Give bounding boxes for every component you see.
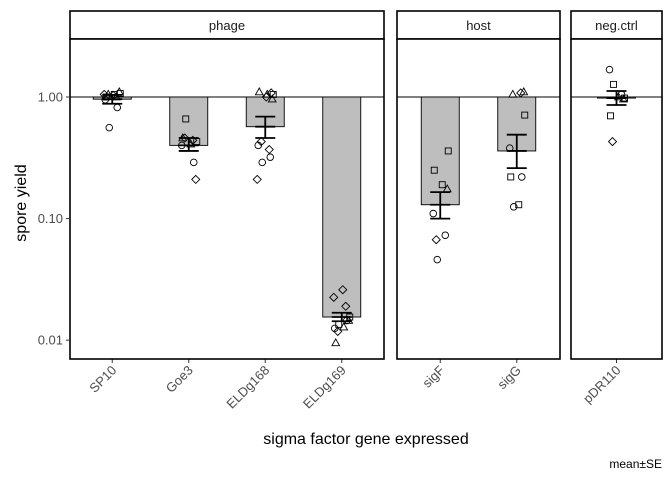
data-point-circle [605,65,614,74]
data-point-diamond [338,285,348,295]
data-point-diamond [188,135,198,145]
x-tick-label: ELDg168 [223,363,272,412]
data-point-triangle [344,315,354,324]
data-point-square [610,80,617,88]
data-point-circle [105,123,113,132]
facet-strip-label: phage [209,18,245,33]
data-point-square [430,166,438,174]
data-point-diamond [264,144,274,155]
data-point-diamond [341,301,351,311]
caption: mean±SE [609,457,662,471]
data-point-diamond [252,174,262,185]
data-point-triangle [519,87,529,96]
x-tick-label: sigF [419,362,447,390]
data-point-diamond [607,136,618,147]
data-point-circle [510,203,518,211]
data-point-circle [518,173,526,181]
x-tick-label: ELDg169 [300,363,349,412]
x-tick-label: SP10 [86,363,119,396]
panel-border [396,38,561,360]
data-point-diamond [333,326,343,337]
data-point-circle [441,231,450,239]
bar [420,96,460,206]
facet-strip [69,10,385,40]
bar-group [420,96,460,264]
facet-panel-host: host sigF sigG [396,10,561,393]
bar-group [92,87,132,132]
data-point-circle [189,158,198,167]
data-point-square [515,201,523,209]
bar-group [322,96,362,347]
data-point-diamond [180,133,190,143]
x-axis-title: sigma factor gene expressed [263,431,468,448]
data-point-diamond [266,88,276,98]
data-point-diamond [431,235,441,245]
data-point-triangle [339,322,349,331]
data-point-square [521,111,529,119]
bar [322,96,362,318]
bar-group [597,65,636,147]
data-point-circle [429,209,438,218]
y-axis: 0.01 0.10 1.00 [38,90,70,348]
data-point-triangle [508,89,518,98]
data-point-triangle [331,337,341,347]
data-point-circle [258,158,267,167]
data-point-square [607,112,614,120]
data-point-diamond [191,174,201,185]
panel-border [570,38,663,360]
data-point-diamond [256,136,266,147]
panels: phage SP10 Goe3 ELDg168 ELDg169 host sigF sigG n… [69,10,663,412]
data-point-circle [433,255,442,264]
data-point-diamond [516,88,526,98]
panel-border [69,38,385,360]
facet-strip-label: host [466,18,491,33]
data-point-diamond [329,292,339,302]
y-tick-label: 0.10 [38,211,63,226]
data-point-triangle [254,87,264,96]
y-tick-label: 0.01 [38,333,63,348]
data-point-circle [266,153,275,161]
x-tick-label: sigG [494,363,524,393]
y-axis-title: spore yield [13,164,30,241]
bar-group [245,87,285,185]
facet-strip-label: neg.ctrl [595,18,638,33]
bar-group [169,96,209,185]
x-tick-label: pDR110 [580,363,624,407]
data-point-triangle [103,89,113,98]
data-point-square [182,115,190,123]
y-tick-label: 1.00 [38,90,63,105]
data-point-circle [331,324,339,333]
data-point-triangle [267,94,277,103]
data-point-square [438,181,446,189]
data-point-square [444,147,452,155]
bar-group [497,87,537,211]
data-point-square [507,173,515,181]
data-point-diamond [261,92,271,102]
x-tick-label: Goe3 [163,363,196,396]
facet-panel-neg-ctrl: neg.ctrl pDR110 [570,10,663,407]
facet-strip [396,10,561,40]
facet-panel-phage: phage SP10 Goe3 ELDg168 ELDg169 [69,10,385,412]
